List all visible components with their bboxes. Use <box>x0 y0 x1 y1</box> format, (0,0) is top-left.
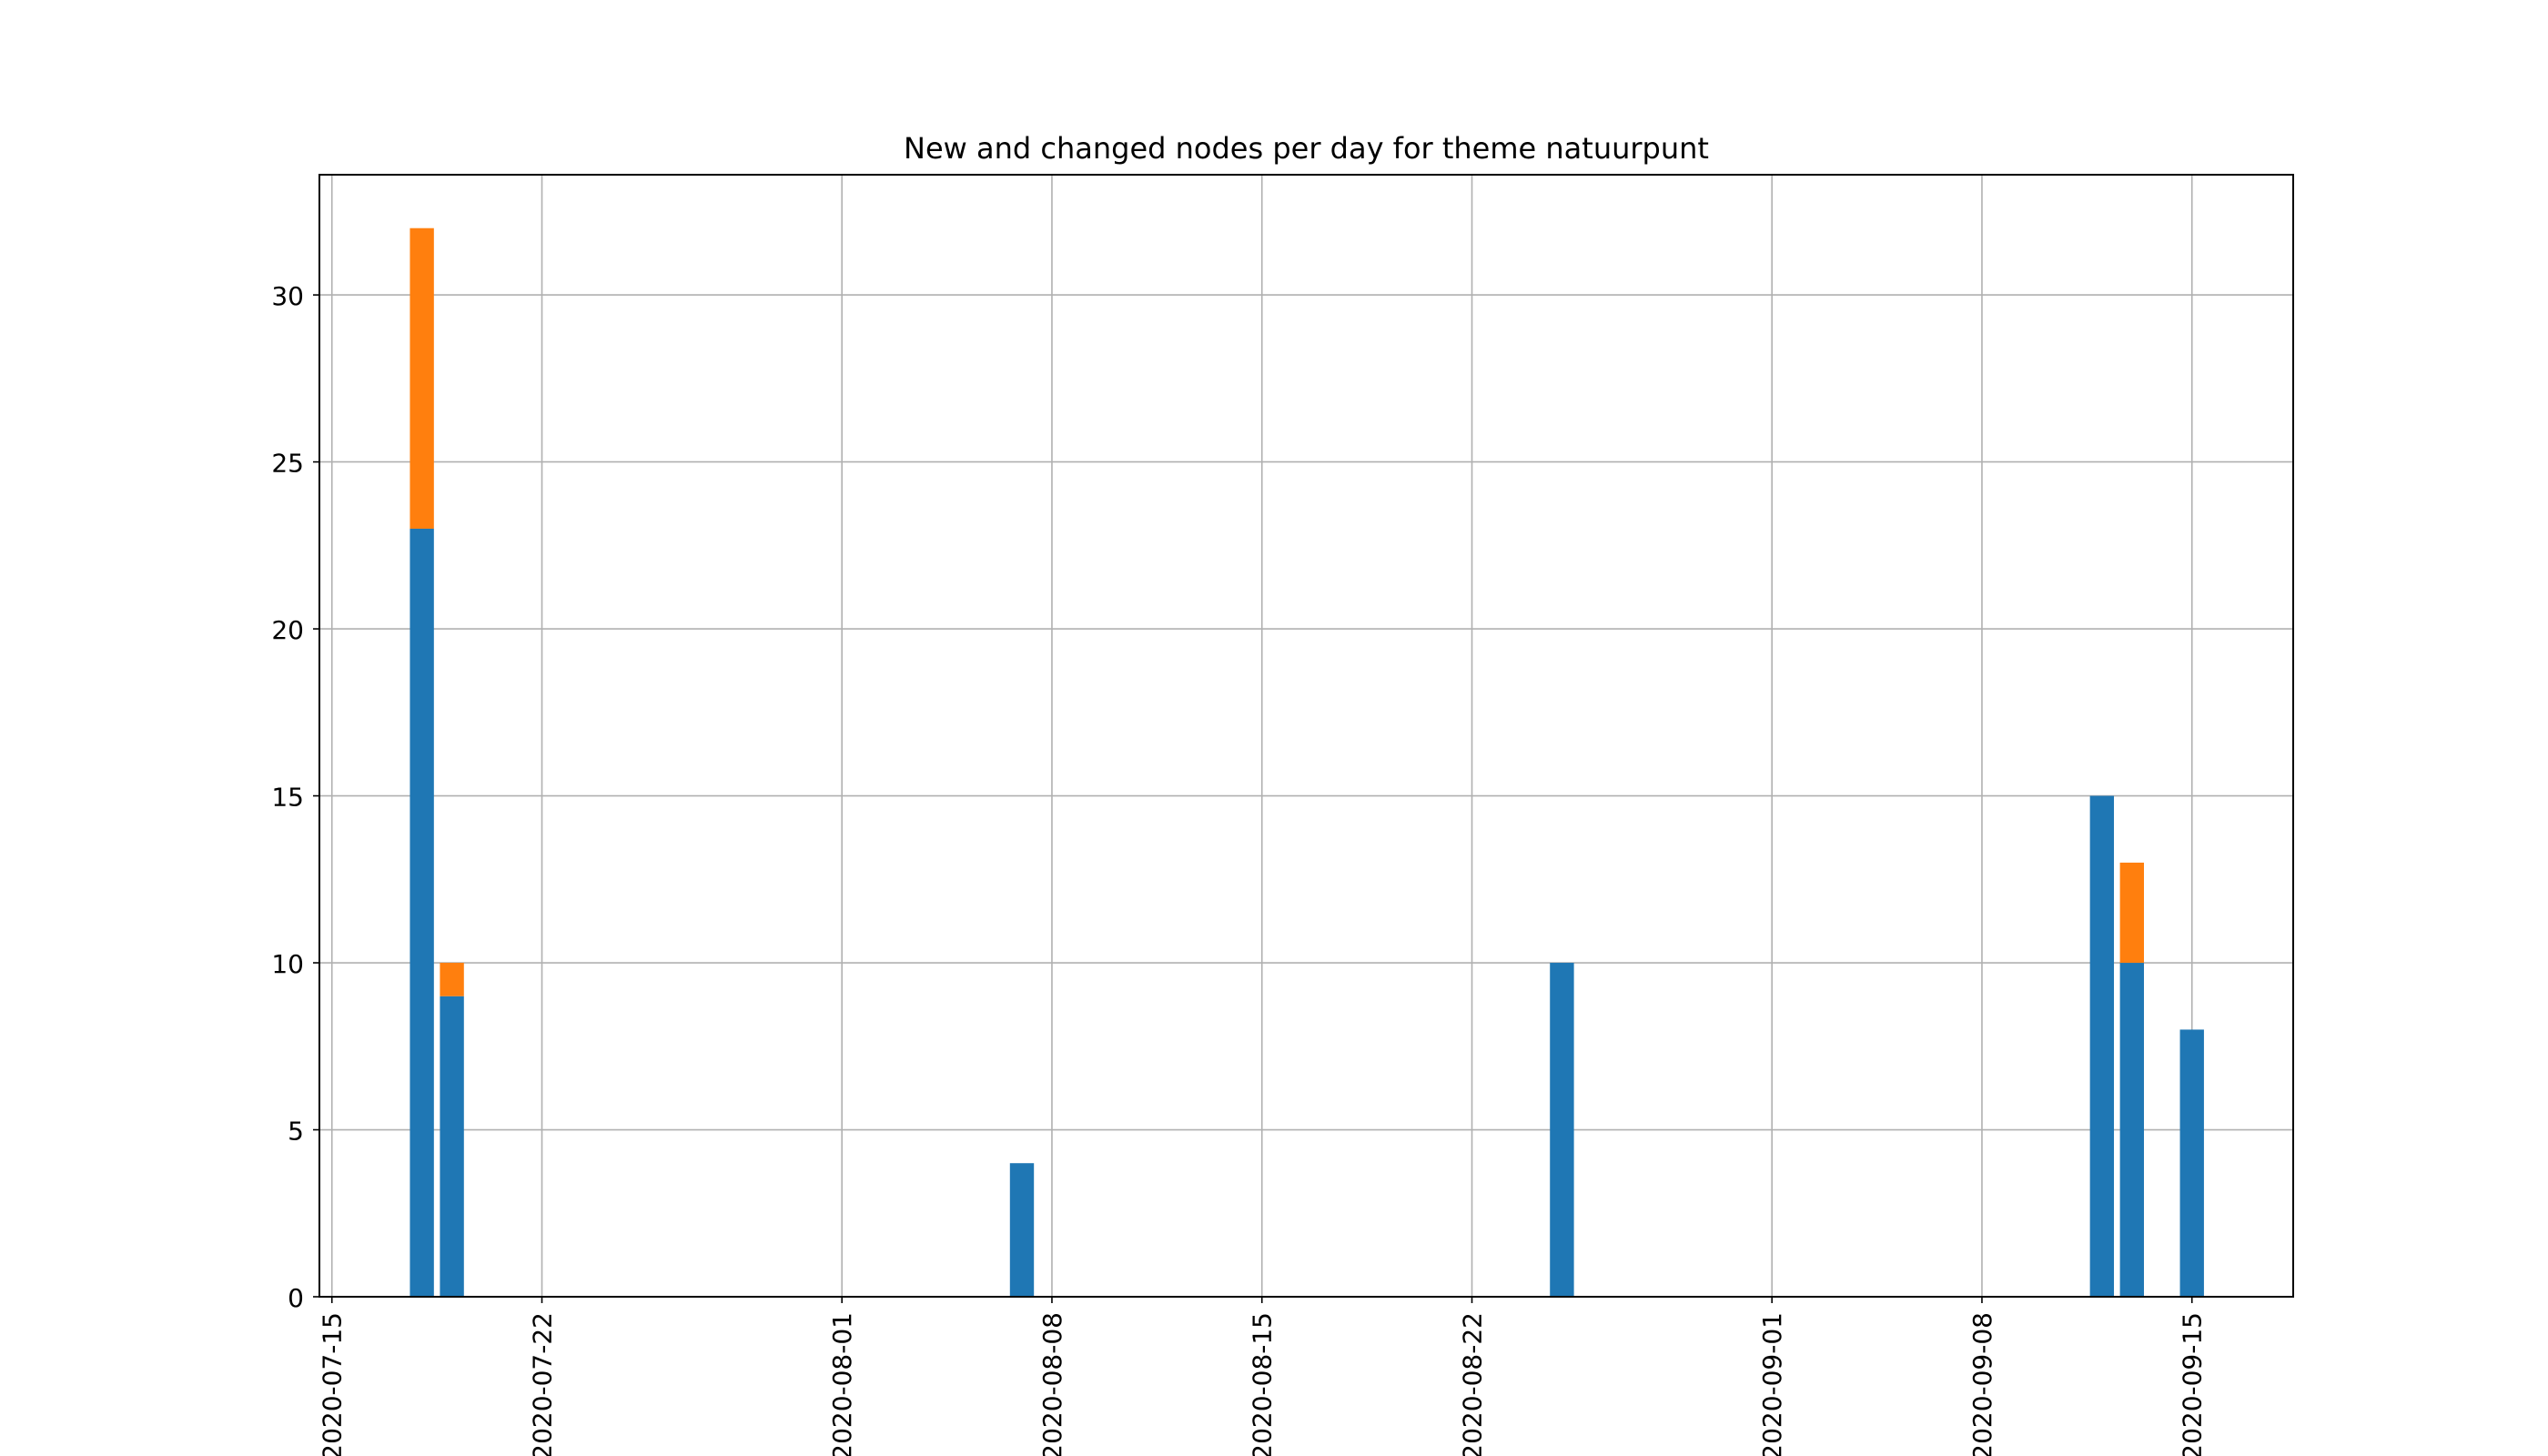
bar-orange-segment <box>2179 1029 2204 1297</box>
axes-frame <box>318 174 2294 1298</box>
bar-orange-segment <box>1550 963 1574 1297</box>
y-tick-label: 20 <box>271 615 304 645</box>
y-tick-label: 25 <box>271 449 304 479</box>
x-tick-label: 2020-08-15 <box>1248 1312 1278 1456</box>
bar-orange-segment <box>2089 795 2115 1297</box>
bar-orange-segment <box>2119 963 2144 1297</box>
x-tick-label: 2020-07-15 <box>318 1312 348 1456</box>
x-tick-label: 2020-09-15 <box>2178 1312 2208 1456</box>
x-tick-label: 2020-08-01 <box>827 1312 857 1456</box>
chart-title: New and changed nodes per day for theme … <box>904 131 1709 166</box>
x-tick-label: 2020-08-22 <box>1458 1312 1488 1456</box>
x-tick-label: 2020-08-08 <box>1037 1312 1067 1456</box>
x-tick-label: 2020-09-01 <box>1757 1312 1787 1456</box>
x-tick-label: 2020-07-22 <box>528 1312 558 1456</box>
y-tick-label: 5 <box>288 1117 304 1147</box>
bar-orange-segment <box>1009 1163 1035 1297</box>
y-tick-label: 10 <box>271 949 304 979</box>
bar-orange-segment <box>410 528 434 1297</box>
bar-blue-segment <box>410 228 434 529</box>
bar-blue-segment <box>2119 862 2144 964</box>
grid-lines <box>319 175 2293 1298</box>
y-tick-label: 0 <box>288 1283 304 1313</box>
y-tick-label: 15 <box>271 783 304 813</box>
bars <box>410 228 2204 1297</box>
bar-orange-segment <box>440 996 464 1297</box>
x-tick-label: 2020-09-08 <box>1967 1312 1997 1456</box>
bar-blue-segment <box>440 963 464 996</box>
y-tick-label: 30 <box>271 281 304 311</box>
axis-ticks: 0 5 10 15 20 25 30 2020-07-15 2020-07-22 2020-08-… <box>271 281 2207 1456</box>
